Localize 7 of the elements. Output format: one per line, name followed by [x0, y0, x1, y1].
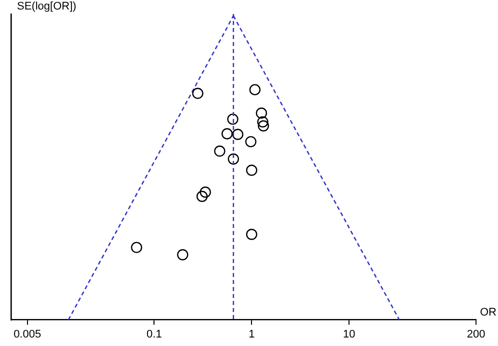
y-axis-title: SE(log[OR]) [17, 0, 76, 13]
x-tick-label: 0.1 [146, 328, 162, 340]
x-tick-label: 200 [466, 328, 486, 340]
x-tick-label: 0.005 [14, 328, 42, 340]
x-axis-title: OR [480, 306, 497, 318]
x-tick-label: 10 [343, 328, 356, 340]
x-tick-label: 1 [248, 328, 255, 340]
